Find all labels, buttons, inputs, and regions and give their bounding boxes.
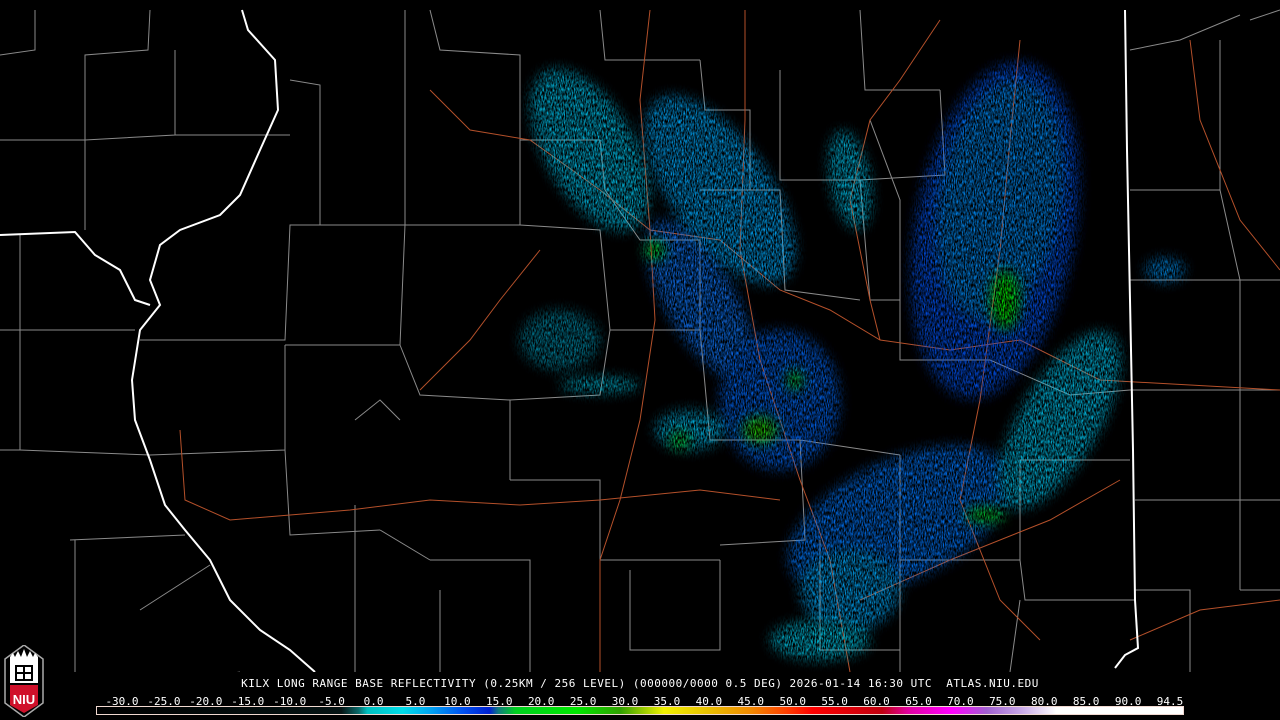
- county-line: [69, 534, 186, 541]
- colorbar-label: -10.0: [273, 695, 307, 708]
- colorbar-labels: -30.0 -25.0 -20.0 -15.0 -10.0 -5.0 0.0 5.0 10.0 1…: [0, 695, 1280, 708]
- colorbar-label: 75.0: [989, 695, 1016, 708]
- county-line: [509, 329, 611, 401]
- county-line: [1249, 9, 1280, 21]
- county-line: [859, 9, 940, 91]
- county-line: [599, 9, 700, 61]
- colorbar-label: -15.0: [231, 695, 265, 708]
- colorbar-label: 25.0: [569, 695, 597, 708]
- county-line: [284, 449, 381, 536]
- county-line: [1219, 189, 1280, 281]
- colorbar-label: 10.0: [444, 695, 471, 708]
- colorbar-label: 65.0: [905, 695, 932, 708]
- product-title: KILX LONG RANGE BASE REFLECTIVITY (0.25K…: [241, 677, 1039, 690]
- colorbar-label: 50.0: [779, 695, 806, 708]
- colorbar-label: 45.0: [737, 695, 765, 708]
- county-line: [354, 399, 401, 421]
- radar-map: [0, 9, 1280, 672]
- colorbar-label: 70.0: [947, 695, 974, 708]
- colorbar-label: 85.0: [1072, 695, 1100, 708]
- county-line: [1239, 280, 1280, 391]
- colorbar-label: 30.0: [611, 695, 639, 708]
- county-line: [405, 140, 521, 226]
- colorbar-label: 15.0: [486, 695, 513, 708]
- niu-logo: NIU: [3, 645, 45, 717]
- county-line: [149, 345, 286, 456]
- county-line: [1019, 559, 1135, 601]
- county-line: [1135, 589, 1191, 672]
- colorbar-label: -30.0: [105, 695, 139, 708]
- colorbar-label: 80.0: [1030, 695, 1058, 708]
- county-line: [1135, 499, 1241, 590]
- county-line: [19, 449, 151, 456]
- colorbar-label: 20.0: [527, 695, 555, 708]
- county-line: [140, 79, 321, 341]
- state-boundaries: [0, 9, 1140, 672]
- colorbar-label: -5.0: [318, 695, 345, 708]
- county-line: [1009, 599, 1021, 672]
- county-line: [629, 560, 721, 651]
- county-line: [1130, 389, 1280, 501]
- county-line: [0, 235, 21, 451]
- colorbar-label: 90.0: [1114, 695, 1142, 708]
- colorbar-label: -25.0: [147, 695, 181, 708]
- county-line: [84, 50, 176, 141]
- logo-text: NIU: [13, 692, 35, 707]
- county-line: [320, 10, 406, 226]
- county-line: [519, 224, 611, 331]
- county-line: [379, 529, 431, 561]
- county-line: [1129, 14, 1241, 51]
- county-line: [139, 564, 211, 611]
- county-line: [0, 10, 36, 56]
- colorbar-label: 5.0: [405, 695, 426, 708]
- colorbar: [96, 706, 1184, 715]
- colorbar-label: 60.0: [863, 695, 890, 708]
- county-line: [285, 224, 406, 346]
- county-line: [430, 559, 531, 672]
- county-line: [399, 344, 511, 480]
- county-line: [1130, 40, 1221, 191]
- colorbar-label: 55.0: [821, 695, 848, 708]
- colorbar-label: 94.5: [1156, 695, 1184, 708]
- county-line: [510, 479, 720, 561]
- colorbar-label: 35.0: [653, 695, 681, 708]
- colorbar-label: 40.0: [695, 695, 723, 708]
- colorbar-label: 0.0: [363, 695, 384, 708]
- county-line: [0, 9, 151, 141]
- reflectivity-echoes: [520, 62, 1185, 660]
- colorbar-label: -20.0: [189, 695, 223, 708]
